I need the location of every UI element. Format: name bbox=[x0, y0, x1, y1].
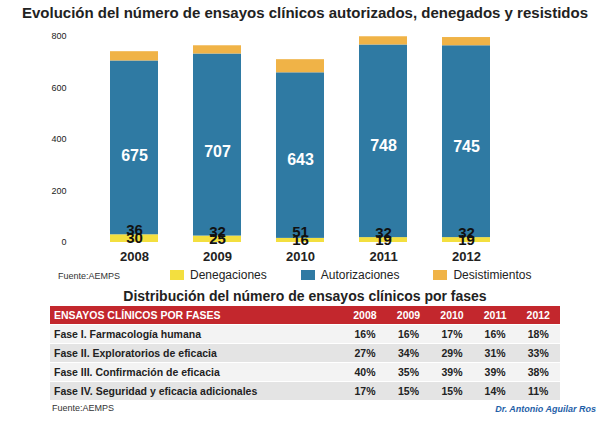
svg-text:800: 800 bbox=[51, 31, 66, 41]
html-text:Distribución del número de ens: Distribución del número de ensayos clíni… bbox=[123, 288, 487, 304]
svg-text:32: 32 bbox=[375, 224, 392, 241]
html-text:15%: 15% bbox=[398, 385, 419, 397]
svg-text:16: 16 bbox=[292, 231, 309, 249]
html-text:15%: 15% bbox=[441, 385, 463, 397]
html-text:Dr. Antonio Aguilar Ros: Dr. Antonio Aguilar Ros bbox=[495, 404, 596, 414]
html-text:Fuente:AEMPS: Fuente:AEMPS bbox=[58, 271, 120, 281]
html-text:Fase I. Farmacología humana: Fase I. Farmacología humana bbox=[54, 328, 201, 340]
html-text:Desistimientos: Desistimientos bbox=[453, 268, 532, 282]
html-text:40%: 40% bbox=[354, 366, 376, 378]
html-text:39%: 39% bbox=[441, 366, 463, 378]
svg-text:600: 600 bbox=[51, 83, 66, 93]
html-text:Denegaciones: Denegaciones bbox=[190, 268, 267, 282]
html-text:2011: 2011 bbox=[483, 309, 507, 321]
html-text:33%: 33% bbox=[527, 347, 549, 359]
html-text:16%: 16% bbox=[484, 328, 506, 340]
svg-text:200: 200 bbox=[51, 186, 66, 196]
html-text:ENSAYOS CLÍNICOS POR FASES: ENSAYOS CLÍNICOS POR FASES bbox=[54, 309, 221, 321]
html-text:34%: 34% bbox=[398, 347, 419, 359]
svg-text:32: 32 bbox=[209, 223, 226, 240]
html-text:18%: 18% bbox=[527, 328, 549, 340]
svg-text:748: 748 bbox=[370, 137, 397, 154]
html-text:2012: 2012 bbox=[526, 309, 550, 321]
svg-text:51: 51 bbox=[292, 223, 309, 240]
html-text:2009: 2009 bbox=[396, 309, 421, 321]
html-text:Fase IV. Seguridad y eficacia: Fase IV. Seguridad y eficacia adicionale… bbox=[54, 385, 258, 397]
svg-text:0: 0 bbox=[61, 237, 66, 247]
html-text:31%: 31% bbox=[484, 347, 506, 359]
svg-text:400: 400 bbox=[51, 134, 66, 144]
svg-text:707: 707 bbox=[204, 143, 231, 160]
html-text:Evolución del número de ensayo: Evolución del número de ensayos clínicos… bbox=[22, 4, 588, 21]
html-text:17%: 17% bbox=[441, 328, 463, 340]
html-text:14%: 14% bbox=[484, 385, 506, 397]
svg-text:2010: 2010 bbox=[286, 249, 315, 264]
html-text:Fase III. Confirmación de efic: Fase III. Confirmación de eficacia bbox=[54, 366, 220, 378]
html-text:11%: 11% bbox=[528, 385, 549, 397]
svg-text:2008: 2008 bbox=[120, 249, 149, 264]
svg-text:2012: 2012 bbox=[452, 249, 481, 264]
html-text:35%: 35% bbox=[398, 366, 419, 378]
html-text:38%: 38% bbox=[527, 366, 549, 378]
svg-text:36: 36 bbox=[126, 221, 143, 238]
html-text:Fase II. Exploratorios de efic: Fase II. Exploratorios de eficacia bbox=[54, 347, 217, 359]
svg-text:32: 32 bbox=[458, 224, 475, 241]
html-text:2010: 2010 bbox=[440, 309, 464, 321]
svg-text:675: 675 bbox=[121, 147, 148, 164]
html-text:Autorizaciones: Autorizaciones bbox=[320, 268, 400, 282]
svg-text:2011: 2011 bbox=[369, 249, 397, 264]
svg-text:2009: 2009 bbox=[203, 249, 232, 264]
html-text:16%: 16% bbox=[354, 328, 376, 340]
html-text:29%: 29% bbox=[441, 347, 463, 359]
svg-text:745: 745 bbox=[453, 138, 480, 155]
html-text:2008: 2008 bbox=[353, 309, 377, 321]
html-text:17%: 17% bbox=[354, 385, 376, 397]
html-text:Fuente:AEMPS: Fuente:AEMPS bbox=[52, 403, 114, 413]
html-text:39%: 39% bbox=[484, 366, 506, 378]
svg-text:643: 643 bbox=[287, 151, 314, 168]
html-text:16%: 16% bbox=[398, 328, 419, 340]
html-text:27%: 27% bbox=[354, 347, 376, 359]
